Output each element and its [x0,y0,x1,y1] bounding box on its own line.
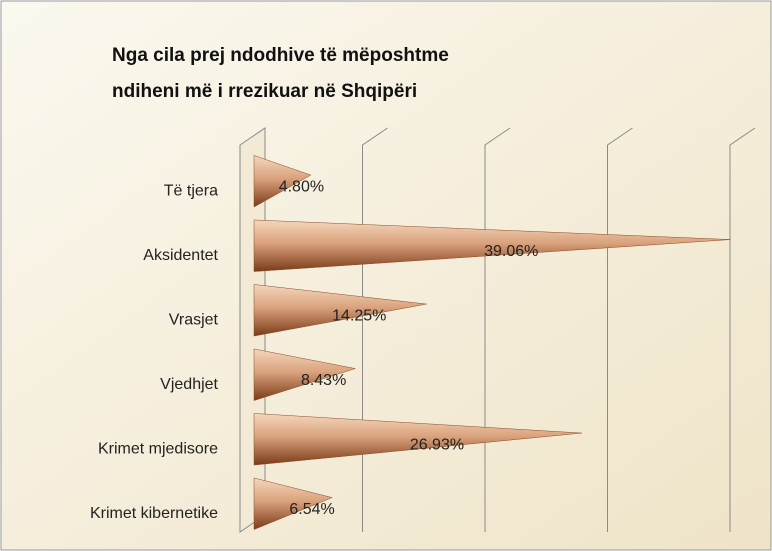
category-label: Të tjera [164,182,218,199]
value-label: 6.54% [289,501,334,518]
value-label: 26.93% [410,436,464,453]
category-label: Krimet kibernetike [90,505,218,522]
category-label: Vrasjet [169,311,219,328]
category-label: Krimet mjedisore [98,440,218,457]
category-label: Vjedhjet [160,376,218,393]
chart-title: ndiheni më i rrezikuar në Shqipëri [112,81,417,102]
cone-bar [253,219,731,272]
cone-bar [253,155,312,208]
cone-bar [253,477,333,530]
category-label: Aksidentet [143,247,218,264]
cone-bar [253,413,582,466]
value-label: 14.25% [332,307,386,324]
grid-line [362,127,388,532]
cone-bar [253,348,356,401]
grid-line [484,127,511,532]
grid-line [729,127,756,532]
cone-bar [253,284,427,337]
grid-line [607,127,633,532]
chart-title: Nga cila prej ndodhive të mëposhtme [112,45,449,66]
value-label: 39.06% [484,243,538,260]
value-label: 4.80% [279,178,324,195]
value-label: 8.43% [301,372,346,389]
